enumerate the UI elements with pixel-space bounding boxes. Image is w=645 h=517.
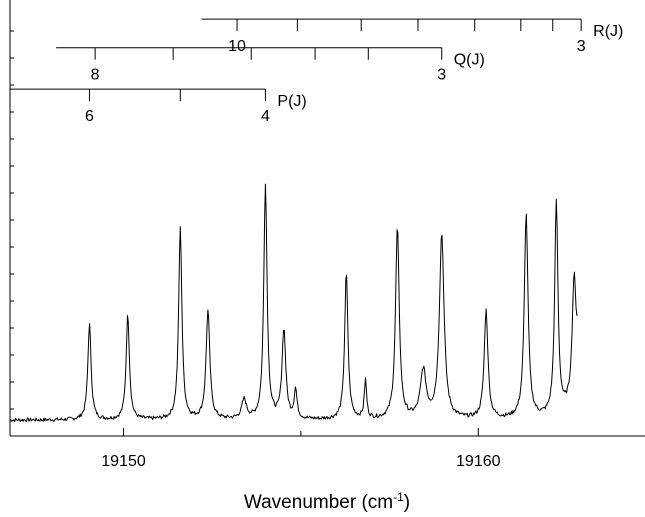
ladder-label: 3 (437, 67, 446, 84)
ladder-label: 6 (85, 108, 94, 125)
ladder-label: 10 (228, 38, 246, 55)
ladder-name: Q(J) (454, 52, 485, 69)
y-axis (9, 0, 14, 437)
ladder-qj: 8 3 Q(J) (56, 47, 485, 84)
ladder-name: R(J) (593, 23, 623, 40)
ladder-rj: 10 3 R(J) (201, 18, 623, 55)
ladder-label: 3 (577, 38, 586, 55)
ladder-label: 8 (91, 67, 100, 84)
ladder-label: 4 (261, 108, 270, 125)
x-axis-label: Wavenumber (cm-1) (244, 490, 410, 513)
x-tick-label: 19150 (101, 453, 146, 470)
ladder-name: P(J) (277, 93, 306, 110)
x-tick-label: 19160 (456, 453, 501, 470)
spectrum-trace (9, 183, 578, 423)
ladder-pj: 6 4 P(J) (10, 88, 307, 125)
assignment-ladders: 10 3 R(J) 8 3 Q(J) 6 4 P(J) (10, 18, 623, 125)
x-axis: 19150 19160 (10, 428, 645, 470)
